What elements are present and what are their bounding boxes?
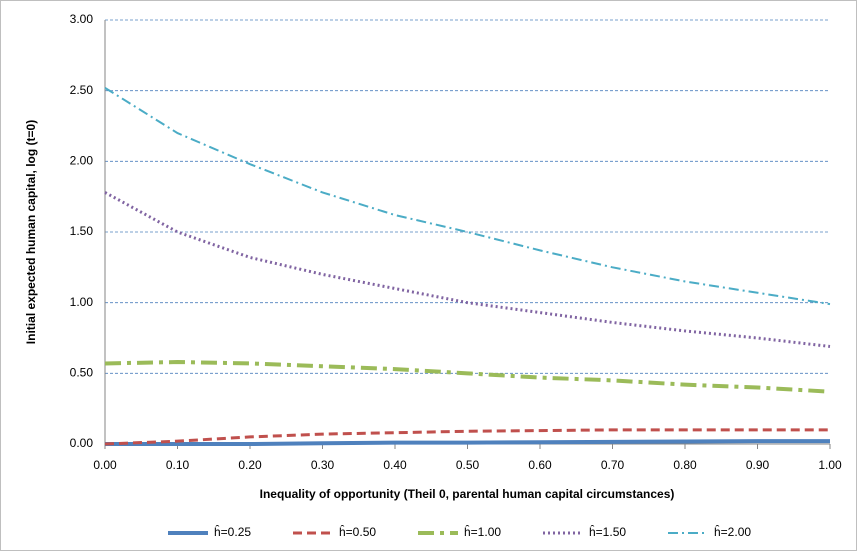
series-line — [105, 439, 830, 446]
series-line — [104, 360, 831, 394]
legend-label: ĥ=0.50 — [339, 524, 376, 539]
series-line — [104, 428, 830, 446]
x-tick-label: 0.80 — [673, 458, 697, 472]
x-tick-label: 1.00 — [818, 458, 842, 472]
y-axis-title: Initial expected human capital, log (t=0… — [24, 120, 38, 344]
x-tick-label: 0.20 — [238, 458, 262, 472]
x-tick-label: 0.70 — [601, 458, 625, 472]
x-tick-label: 0.90 — [746, 458, 770, 472]
y-tick-label: 1.00 — [70, 295, 94, 309]
legend-label: ĥ=0.25 — [214, 524, 251, 539]
x-tick-label: 0.60 — [528, 458, 552, 472]
y-tick-label: 3.00 — [70, 12, 94, 26]
x-tick-label: 0.30 — [311, 458, 335, 472]
y-tick-label: 0.00 — [70, 436, 94, 450]
x-tick-label: 0.50 — [456, 458, 480, 472]
series-line — [104, 191, 831, 348]
legend-label: ĥ=1.00 — [464, 524, 501, 539]
x-tick-label: 0.00 — [93, 458, 117, 472]
y-tick-label: 0.50 — [70, 366, 94, 380]
x-axis-title: Inequality of opportunity (Theil 0, pare… — [260, 487, 675, 501]
legend-label: ĥ=1.50 — [589, 524, 626, 539]
x-tick-label: 0.40 — [383, 458, 407, 472]
legend-label: ĥ=2.00 — [714, 524, 751, 539]
y-tick-label: 2.50 — [70, 83, 94, 97]
x-tick-label: 0.10 — [166, 458, 190, 472]
y-tick-label: 2.00 — [70, 154, 94, 168]
y-tick-label: 1.50 — [70, 224, 94, 238]
series-line — [104, 86, 831, 306]
